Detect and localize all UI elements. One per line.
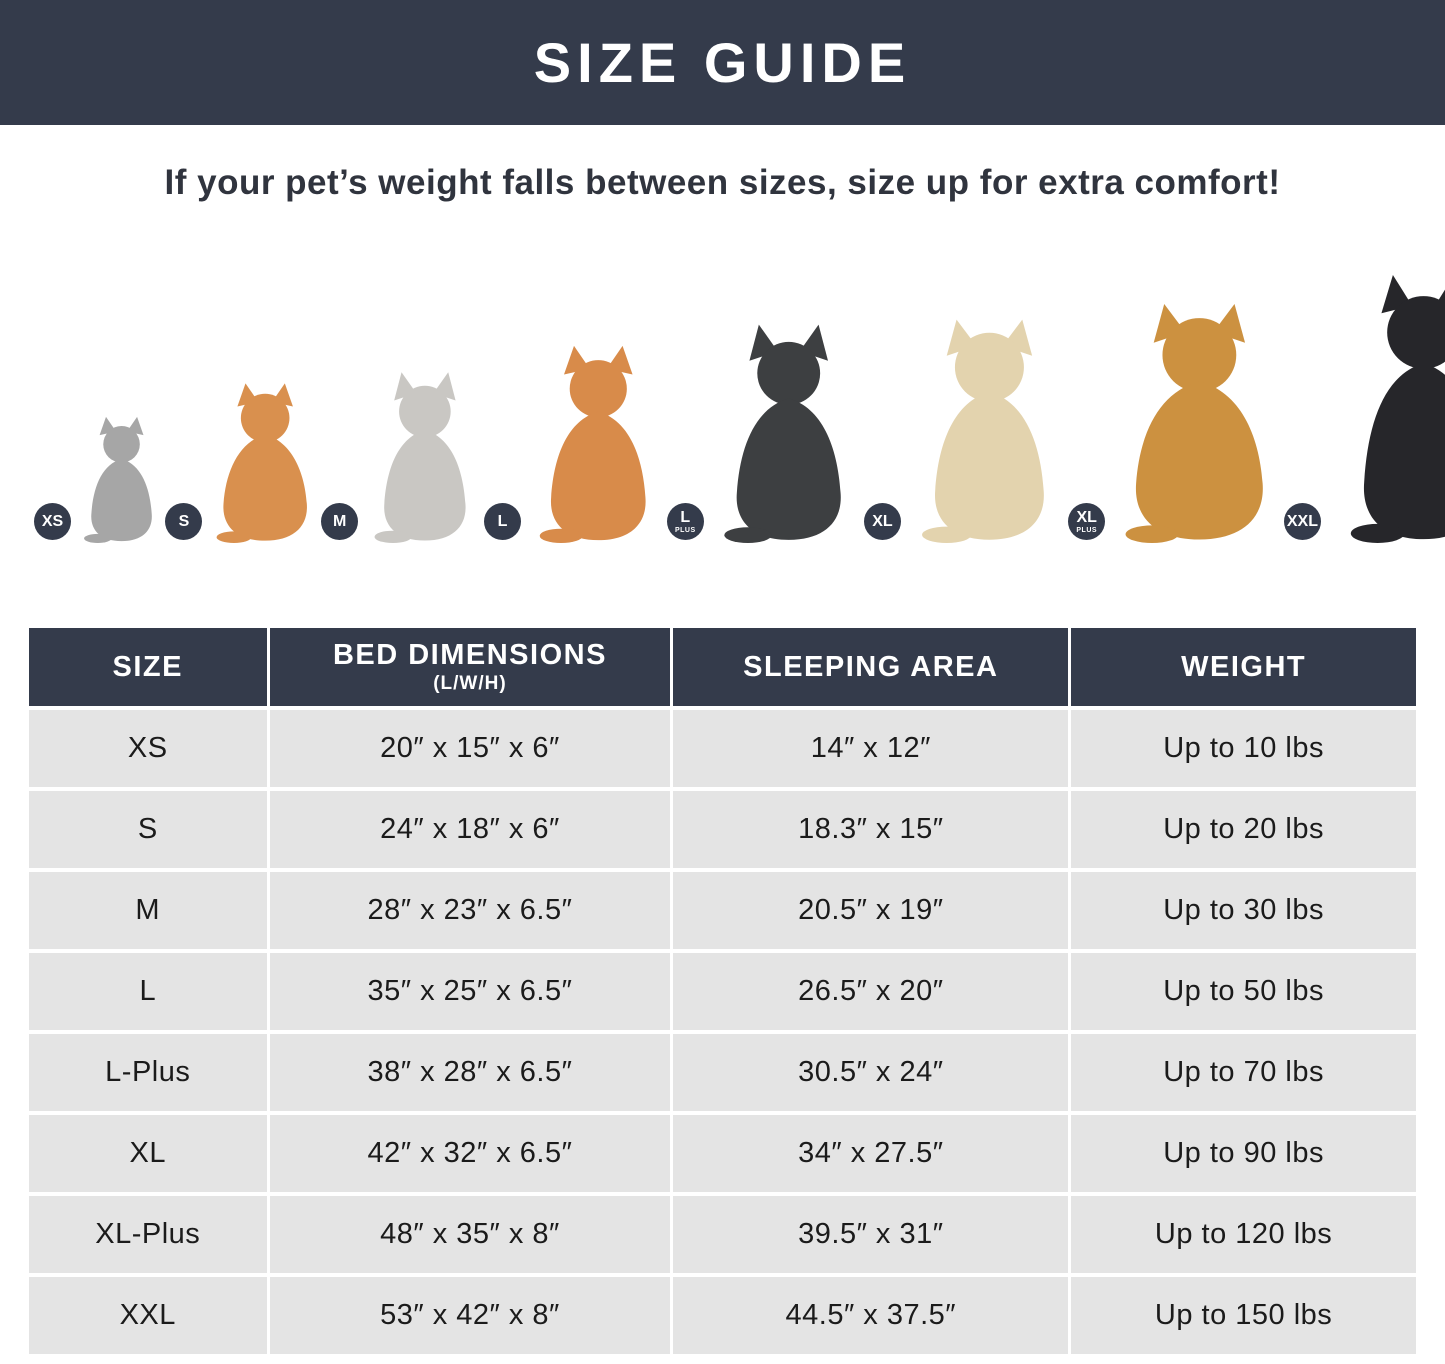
weight-cell: Up to 20 lbs bbox=[1071, 791, 1416, 868]
column-header-sleeping-area: SLEEPING AREA bbox=[673, 628, 1069, 706]
size-badge-m: M bbox=[321, 503, 359, 540]
pet-group-xl-plus: XL PLUS bbox=[1068, 297, 1284, 543]
size-cell: XL-Plus bbox=[29, 1196, 267, 1273]
weight-cell: Up to 10 lbs bbox=[1071, 710, 1416, 787]
size-badge-l-plus: L PLUS bbox=[666, 503, 704, 540]
pomeranian-illustration bbox=[216, 383, 308, 543]
labrador-silhouette bbox=[922, 319, 1044, 543]
pet-group-xl: XL bbox=[863, 313, 1068, 543]
pet-group-l: L bbox=[483, 343, 667, 543]
badge-label: L bbox=[497, 512, 508, 530]
weight-cell: Up to 120 lbs bbox=[1071, 1196, 1416, 1273]
sleeping-area-cell: 44.5″ x 37.5″ bbox=[673, 1277, 1069, 1354]
column-header-label: SIZE bbox=[112, 650, 183, 683]
french-bulldog-silhouette bbox=[374, 372, 466, 543]
bed-dimensions-cell: 24″ x 18″ x 6″ bbox=[269, 791, 671, 868]
pet-group-l-plus: L PLUS bbox=[666, 323, 864, 543]
badge-sublabel: PLUS bbox=[1076, 526, 1098, 534]
pet-group-s: S bbox=[165, 381, 321, 543]
sleeping-area-cell: 30.5″ x 24″ bbox=[673, 1034, 1069, 1111]
labrador-illustration bbox=[922, 319, 1044, 543]
size-badge-xs: XS bbox=[34, 503, 71, 540]
column-header-label: BED DIMENSIONS bbox=[332, 639, 607, 671]
column-header-label: WEIGHT bbox=[1181, 650, 1307, 683]
badge-label: XXL bbox=[1286, 512, 1318, 530]
size-badge-xxl: XXL bbox=[1283, 503, 1321, 540]
size-cell: L-Plus bbox=[29, 1034, 267, 1111]
bed-dimensions-cell: 42″ x 32″ x 6.5″ bbox=[269, 1115, 671, 1192]
bed-dimensions-cell: 35″ x 25″ x 6.5″ bbox=[269, 953, 671, 1030]
golden-retriever-silhouette bbox=[1125, 304, 1264, 543]
badge-label: XS bbox=[41, 512, 64, 530]
badge-label: XL bbox=[1076, 508, 1097, 526]
shiba-inu-silhouette bbox=[539, 345, 646, 543]
size-cell: L bbox=[29, 953, 267, 1030]
size-badge-xl-plus: XL PLUS bbox=[1068, 503, 1106, 540]
badge-label: L bbox=[680, 508, 691, 526]
pomeranian-silhouette bbox=[216, 383, 308, 543]
badge-sublabel: PLUS bbox=[674, 526, 696, 534]
doberman-illustration bbox=[1350, 275, 1445, 543]
bed-dimensions-cell: 53″ x 42″ x 8″ bbox=[269, 1277, 671, 1354]
sleeping-area-cell: 18.3″ x 15″ bbox=[673, 791, 1069, 868]
size-cell: XL bbox=[29, 1115, 267, 1192]
doberman-silhouette bbox=[1350, 275, 1445, 543]
page-title: SIZE GUIDE bbox=[533, 31, 912, 94]
column-header-label: SLEEPING AREA bbox=[743, 650, 999, 683]
badge-label: XL bbox=[872, 512, 893, 530]
size-badge-s: S bbox=[165, 503, 203, 540]
pet-group-xs: XS bbox=[34, 415, 165, 543]
column-header-weight: WEIGHT bbox=[1071, 628, 1416, 706]
french-bulldog-illustration bbox=[374, 372, 466, 543]
badge-label: S bbox=[178, 512, 190, 530]
size-cell: M bbox=[29, 872, 267, 949]
pet-group-xxl: XXL bbox=[1283, 275, 1445, 543]
weight-cell: Up to 30 lbs bbox=[1071, 872, 1416, 949]
border-collie-illustration bbox=[724, 324, 841, 543]
column-header-bed-dimensions: BED DIMENSIONS (L/W/H) bbox=[269, 628, 671, 706]
sleeping-area-cell: 39.5″ x 31″ bbox=[673, 1196, 1069, 1273]
size-guide-table: SIZE BED DIMENSIONS (L/W/H) SLEEPING ARE… bbox=[29, 628, 1416, 1354]
size-badge-l: L bbox=[483, 503, 521, 540]
border-collie-silhouette bbox=[724, 324, 841, 543]
size-cell: S bbox=[29, 791, 267, 868]
weight-cell: Up to 50 lbs bbox=[1071, 953, 1416, 1030]
cat-silhouette bbox=[84, 416, 152, 543]
size-cell: XXL bbox=[29, 1277, 267, 1354]
sleeping-area-cell: 34″ x 27.5″ bbox=[673, 1115, 1069, 1192]
size-guide-header: SIZE GUIDE bbox=[0, 0, 1445, 125]
badge-label: M bbox=[332, 512, 347, 530]
pet-group-m: M bbox=[321, 371, 484, 543]
bed-dimensions-cell: 20″ x 15″ x 6″ bbox=[269, 710, 671, 787]
sizing-advice-text: If your pet’s weight falls between sizes… bbox=[164, 163, 1281, 202]
pets-size-row: XS S M bbox=[0, 243, 1445, 543]
column-header-sublabel: (L/W/H) bbox=[433, 673, 507, 694]
golden-retriever-illustration bbox=[1125, 304, 1264, 543]
sleeping-area-cell: 14″ x 12″ bbox=[673, 710, 1069, 787]
cat-illustration bbox=[84, 416, 152, 543]
bed-dimensions-cell: 38″ x 28″ x 6.5″ bbox=[269, 1034, 671, 1111]
size-badge-xl: XL bbox=[863, 503, 901, 540]
bed-dimensions-cell: 28″ x 23″ x 6.5″ bbox=[269, 872, 671, 949]
shiba-inu-illustration bbox=[539, 345, 646, 543]
column-header-size: SIZE bbox=[29, 628, 267, 706]
size-cell: XS bbox=[29, 710, 267, 787]
weight-cell: Up to 150 lbs bbox=[1071, 1277, 1416, 1354]
sleeping-area-cell: 20.5″ x 19″ bbox=[673, 872, 1069, 949]
weight-cell: Up to 70 lbs bbox=[1071, 1034, 1416, 1111]
weight-cell: Up to 90 lbs bbox=[1071, 1115, 1416, 1192]
sleeping-area-cell: 26.5″ x 20″ bbox=[673, 953, 1069, 1030]
bed-dimensions-cell: 48″ x 35″ x 8″ bbox=[269, 1196, 671, 1273]
